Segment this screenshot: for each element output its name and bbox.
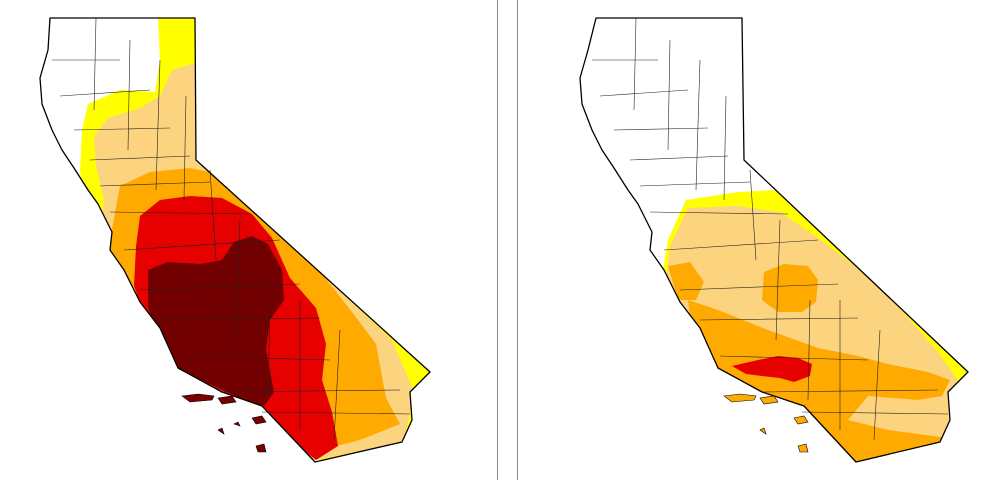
d3-extreme-drought-area xyxy=(732,356,812,382)
county-boundaries xyxy=(592,17,949,441)
panel-divider xyxy=(497,0,498,480)
state-outline xyxy=(39,17,431,463)
map-panel-right xyxy=(518,0,1003,480)
state-outline xyxy=(579,17,969,463)
panel-divider xyxy=(517,0,518,480)
drought-map-right xyxy=(579,17,969,463)
d2-severe-drought-area xyxy=(668,262,704,300)
channel-islands xyxy=(723,393,809,453)
channel-islands xyxy=(181,393,267,453)
map-panel-left xyxy=(0,0,497,480)
d2-severe-drought-area xyxy=(762,264,818,312)
d4-exceptional-drought-area xyxy=(148,236,284,406)
drought-map-left xyxy=(39,17,431,463)
d2-severe-drought-area xyxy=(688,300,950,462)
county-boundaries xyxy=(52,17,411,441)
